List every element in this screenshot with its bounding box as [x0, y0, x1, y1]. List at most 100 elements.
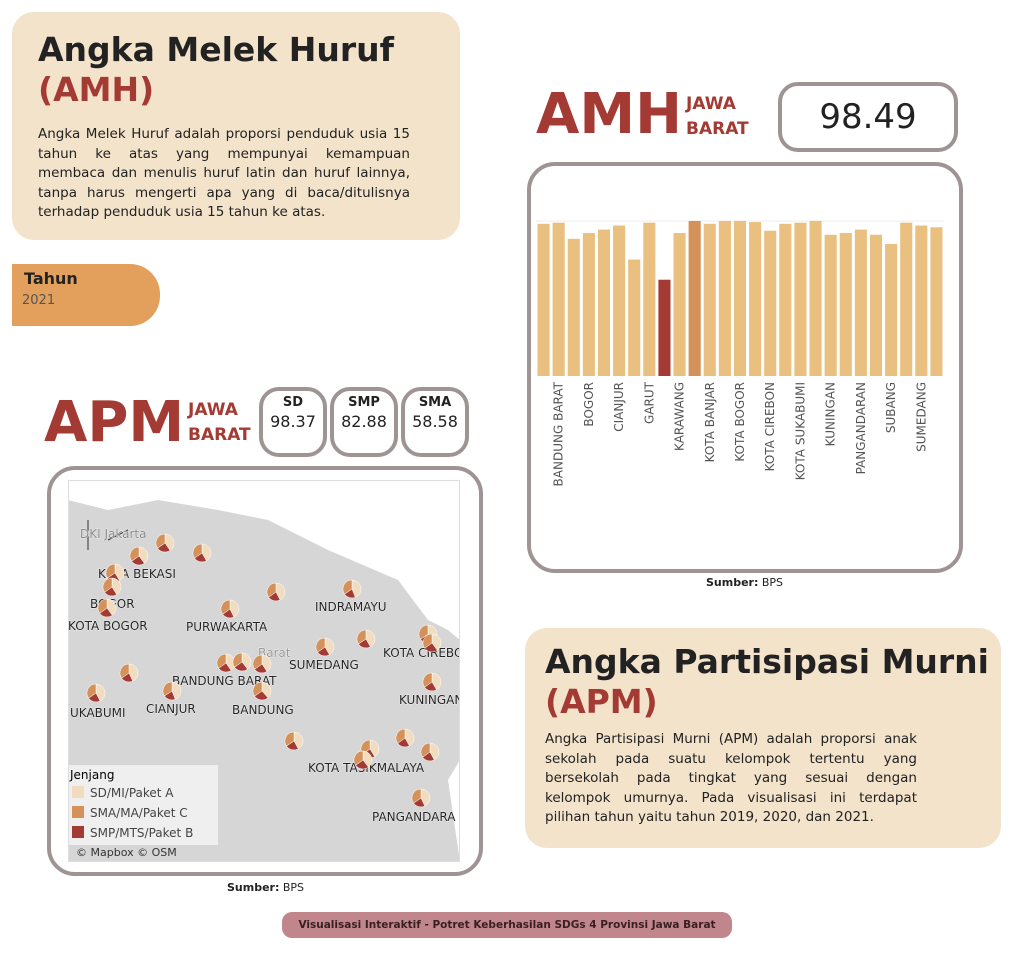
pie-slice	[261, 681, 272, 699]
x-tick-label: SUBANG	[884, 382, 898, 433]
amh-value: 98.49	[778, 82, 958, 152]
x-tick-label: PANGANDARAN	[854, 382, 868, 474]
map-label: KOTA CIREBO	[383, 646, 460, 660]
amh-kpi-label: AMH	[536, 82, 682, 147]
legend-title: Jenjang	[69, 768, 114, 782]
region-line: BARAT	[686, 119, 749, 139]
bar	[537, 223, 550, 376]
bar	[854, 229, 867, 376]
x-tick-label: KOTA SUKABUMI	[793, 382, 807, 480]
map-label: PANGANDARA	[372, 810, 456, 824]
map-label: BANDUNG BARAT	[172, 674, 277, 688]
pie-slice	[266, 582, 277, 598]
legend-swatch	[72, 806, 84, 818]
pie-slice	[220, 599, 231, 615]
pie-slice	[351, 579, 362, 598]
filter-value[interactable]: 2021	[22, 293, 56, 308]
x-tick-label: BANDUNG BARAT	[552, 381, 566, 486]
region-line: JAWA	[188, 400, 238, 420]
x-tick-label: KOTA CIREBON	[763, 382, 777, 471]
legend-item: SMP/MTS/Paket B	[90, 826, 193, 840]
pie-slice	[129, 546, 140, 562]
filter-label: Tahun	[24, 269, 78, 288]
apm-box: SMA 58.58	[401, 387, 469, 457]
pie-slice	[102, 577, 113, 593]
x-tick-label: CIANJUR	[612, 382, 626, 432]
pie-slice	[162, 681, 173, 697]
bar	[915, 225, 928, 376]
bar	[673, 233, 686, 376]
source-label: Sumber:	[227, 881, 280, 894]
pie-slice	[86, 683, 97, 699]
pie-slice	[106, 598, 117, 616]
bar	[552, 222, 565, 376]
bar	[885, 243, 898, 376]
apm-card	[525, 628, 1001, 848]
map-border	[68, 480, 460, 862]
legend-item: SD/MI/Paket A	[90, 786, 174, 800]
pie-slice	[95, 683, 106, 702]
pie-slice	[420, 788, 431, 807]
region-line: BARAT	[188, 425, 251, 445]
pie-slice	[418, 624, 429, 640]
bar	[930, 227, 943, 376]
pie-slice	[342, 579, 353, 595]
legend-bg	[68, 765, 218, 845]
x-tick-label: KUNINGAN	[824, 382, 838, 446]
pie-slice	[252, 654, 263, 670]
pie-slice	[252, 681, 263, 697]
pie-slice	[411, 788, 422, 804]
amh-title: Angka Melek Huruf	[38, 30, 394, 69]
bar	[703, 223, 716, 376]
amh-abbr: (AMH)	[38, 70, 155, 109]
pie-slice	[275, 582, 286, 601]
pie-slice	[315, 637, 326, 653]
apm-box-value: 58.58	[412, 412, 458, 431]
map-label: KUNINGAN	[399, 693, 460, 707]
pie-slice	[164, 533, 175, 551]
map-label: CIANJUR	[146, 702, 196, 716]
map-label: SUMEDANG	[289, 658, 359, 672]
bar	[779, 223, 792, 376]
apm-title: Angka Partisipasi Murni	[545, 642, 989, 681]
apm-box-label: SD	[282, 395, 304, 410]
map-label: DKI Jakarta	[80, 527, 146, 541]
source: Sumber: BPS	[706, 576, 783, 589]
pie-slice	[119, 663, 130, 679]
bar	[764, 230, 777, 376]
amh-card	[12, 12, 460, 240]
bar	[900, 222, 913, 376]
pie-slice	[356, 629, 367, 645]
pie-slice	[105, 563, 116, 579]
pie-slice	[216, 653, 227, 669]
map-label: UKABUMI	[70, 706, 126, 720]
source: Sumber: BPS	[227, 881, 304, 894]
source-label: Sumber:	[706, 576, 759, 589]
region-line: JAWA	[686, 94, 736, 114]
bar	[794, 222, 807, 376]
legend-swatch	[72, 786, 84, 798]
pie-slice	[353, 750, 364, 766]
apm-box-label: SMA	[418, 395, 452, 410]
apm-box-value: 82.88	[341, 412, 387, 431]
bar	[688, 220, 701, 376]
footer: Visualisasi Interaktif - Potret Keberhas…	[282, 912, 732, 938]
pie-slice	[395, 728, 406, 744]
year-filter[interactable]	[12, 264, 160, 326]
map-label: KOTA BOGOR	[68, 619, 148, 633]
map-label: PURWAKARTA	[186, 620, 268, 634]
x-tick-label: KARAWANG	[673, 382, 687, 451]
apm-box: SD 98.37	[259, 387, 327, 457]
pie-slice	[241, 652, 252, 670]
x-tick-label: BOGOR	[582, 382, 596, 427]
bar	[809, 220, 822, 376]
map-label: INDRAMAYU	[315, 600, 387, 614]
pie-slice	[97, 598, 108, 614]
bar	[733, 220, 747, 376]
map-attribution: © Mapbox © OSM	[76, 846, 177, 859]
bar	[628, 259, 641, 376]
pie-slice	[422, 672, 433, 688]
bar	[718, 220, 731, 376]
